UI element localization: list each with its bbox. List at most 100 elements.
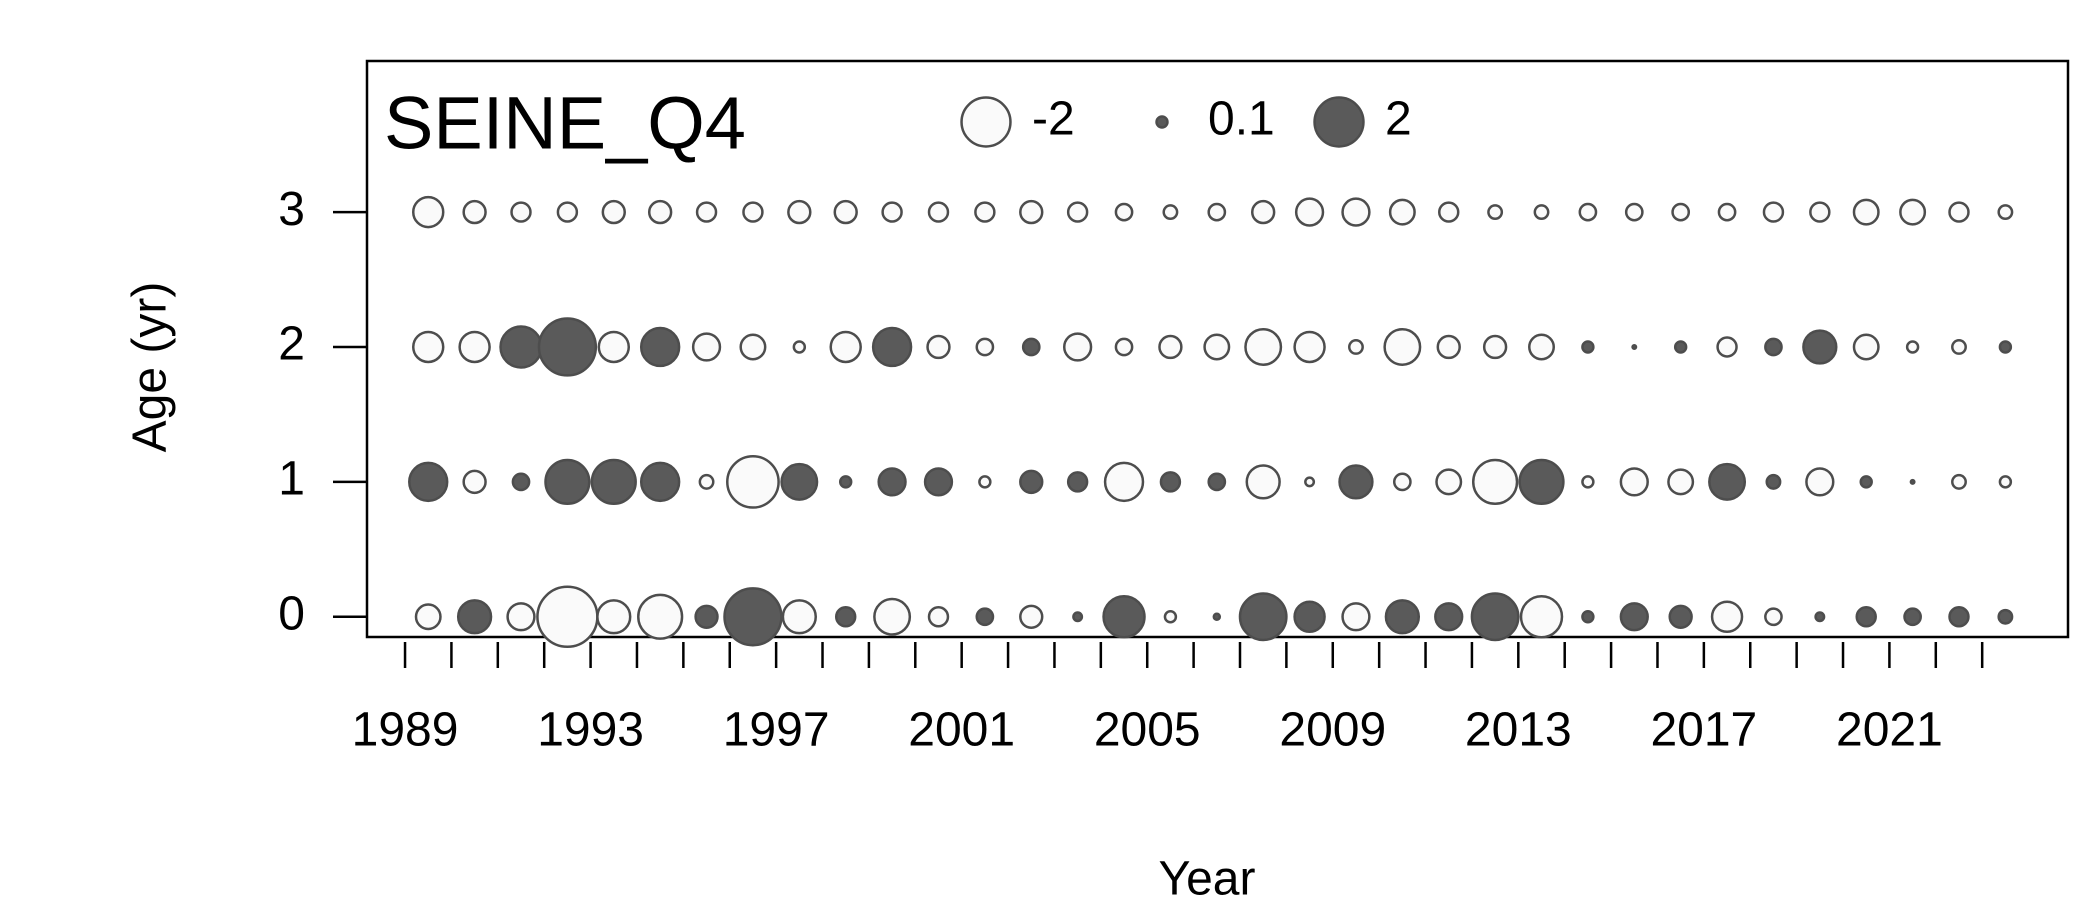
bubble (1072, 611, 1084, 623)
bubble (1114, 337, 1134, 357)
bubble (1518, 458, 1565, 506)
bubble (1392, 472, 1412, 492)
bubble (1250, 199, 1276, 225)
bubble (1671, 202, 1691, 222)
bubble (1710, 600, 1744, 633)
bubble (1805, 467, 1835, 497)
bubble (1619, 602, 1649, 632)
bubble (510, 201, 532, 223)
bubble (639, 326, 681, 368)
bubble (1673, 340, 1688, 354)
bubble (1203, 333, 1231, 361)
bubble (1852, 333, 1880, 361)
bubble (1903, 607, 1922, 627)
bubble (1899, 198, 1927, 226)
bubble (877, 467, 907, 497)
bubble (1438, 201, 1460, 223)
bubble (723, 587, 783, 647)
bubble (511, 472, 531, 492)
bubble (1581, 475, 1595, 489)
bubble (873, 597, 912, 636)
bubble (742, 201, 764, 223)
bubble (781, 599, 817, 635)
bubble (1716, 336, 1738, 358)
x-tick-label: 1997 (723, 704, 830, 757)
x-tick-label: 2001 (908, 704, 1015, 757)
bubble (838, 475, 853, 489)
bubble (1245, 464, 1281, 500)
legend-label: 0.1 (1208, 93, 1275, 146)
bubble (1294, 197, 1325, 227)
bubble (834, 606, 857, 628)
bubble (1313, 96, 1365, 148)
bubble (1435, 468, 1463, 496)
bubble (829, 330, 862, 364)
bubble (1338, 464, 1374, 500)
plot-box (365, 59, 2070, 639)
bubble (411, 195, 445, 229)
bubble (927, 606, 950, 628)
bubble (1998, 475, 2013, 489)
bubble (698, 473, 715, 490)
bubble (1021, 337, 1041, 357)
bubble (1114, 202, 1134, 222)
bubble (1814, 611, 1826, 623)
x-tick-label: 2017 (1650, 704, 1757, 757)
bubble (601, 199, 626, 225)
bubble (1951, 473, 1967, 490)
bubble (1304, 476, 1316, 488)
bubble (975, 337, 995, 357)
bubble (556, 201, 579, 223)
bubble (1581, 610, 1595, 624)
bubble (1765, 473, 1782, 490)
bubble (1578, 202, 1598, 222)
bubble (1341, 197, 1371, 227)
bubble (787, 199, 812, 225)
legend-label: 2 (1385, 93, 1412, 146)
bubble (1388, 198, 1416, 226)
bubble (456, 599, 493, 635)
bubble (1066, 471, 1089, 493)
bubble (1102, 595, 1146, 639)
bubble (1667, 468, 1695, 496)
bubble (739, 333, 767, 361)
bubble (1159, 471, 1182, 493)
x-tick-label: 1989 (352, 704, 459, 757)
x-axis-label: Year (1159, 853, 1256, 900)
bubble (1997, 608, 2014, 625)
bubble (1951, 339, 1967, 355)
bubble (1809, 201, 1831, 223)
bubble (1631, 343, 1638, 350)
bubble (499, 325, 543, 369)
x-tick-label: 2009 (1279, 704, 1386, 757)
bubble (1207, 202, 1227, 222)
bubble (1581, 340, 1595, 354)
y-tick-label: 2 (278, 318, 305, 371)
y-tick-label: 1 (278, 453, 305, 506)
bubble (1244, 327, 1283, 366)
bubble (871, 326, 913, 368)
bubble (411, 330, 445, 364)
x-tick-label: 2005 (1094, 704, 1201, 757)
bubble (1482, 334, 1508, 360)
bubble (597, 330, 631, 364)
bubble (1905, 340, 1920, 354)
x-tick-label: 2013 (1465, 704, 1572, 757)
bubble (1998, 340, 2013, 354)
bubble (537, 317, 598, 377)
bubble (647, 199, 673, 225)
bubble (1855, 606, 1877, 628)
bubble (1212, 612, 1222, 622)
bubble (927, 201, 950, 223)
bubble (1619, 467, 1649, 497)
bubble (881, 201, 903, 223)
bubble (506, 602, 536, 632)
bubble (536, 585, 599, 648)
bubble (1062, 332, 1093, 362)
y-tick-label: 0 (278, 587, 305, 640)
bubble (1764, 607, 1783, 627)
bubble (1293, 600, 1326, 633)
bubble (1802, 329, 1838, 365)
